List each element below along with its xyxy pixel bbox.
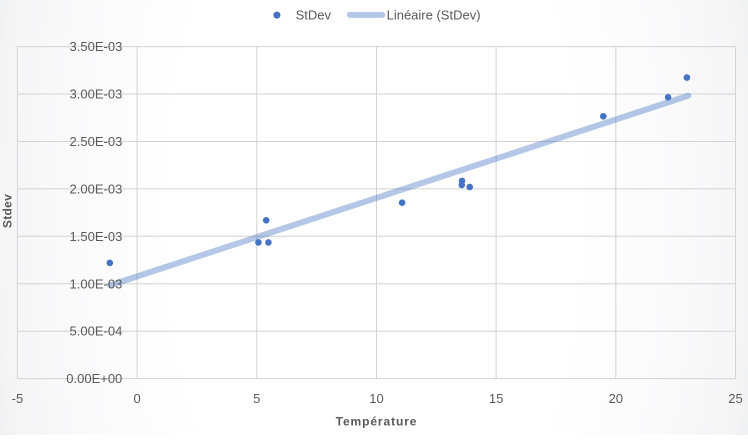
svg-text:2.50E-03: 2.50E-03 [70, 134, 123, 149]
svg-text:Température: Température [336, 415, 418, 429]
svg-text:3.00E-03: 3.00E-03 [70, 87, 123, 102]
svg-text:StDev: StDev [296, 8, 332, 23]
svg-text:0: 0 [133, 391, 140, 406]
svg-text:15: 15 [489, 391, 503, 406]
svg-text:5: 5 [253, 391, 260, 406]
svg-text:3.50E-03: 3.50E-03 [70, 39, 123, 54]
svg-text:20: 20 [609, 391, 623, 406]
svg-text:10: 10 [369, 391, 383, 406]
svg-text:5.00E-04: 5.00E-04 [70, 324, 123, 339]
svg-text:Stdev: Stdev [1, 194, 15, 228]
svg-text:Linéaire (StDev): Linéaire (StDev) [387, 8, 481, 23]
svg-text:1.50E-03: 1.50E-03 [70, 229, 123, 244]
svg-text:25: 25 [728, 391, 742, 406]
svg-text:2.00E-03: 2.00E-03 [70, 181, 123, 196]
svg-text:1.00E-03: 1.00E-03 [70, 276, 123, 291]
svg-text:-5: -5 [12, 391, 24, 406]
svg-text:0.00E+00: 0.00E+00 [66, 371, 122, 386]
